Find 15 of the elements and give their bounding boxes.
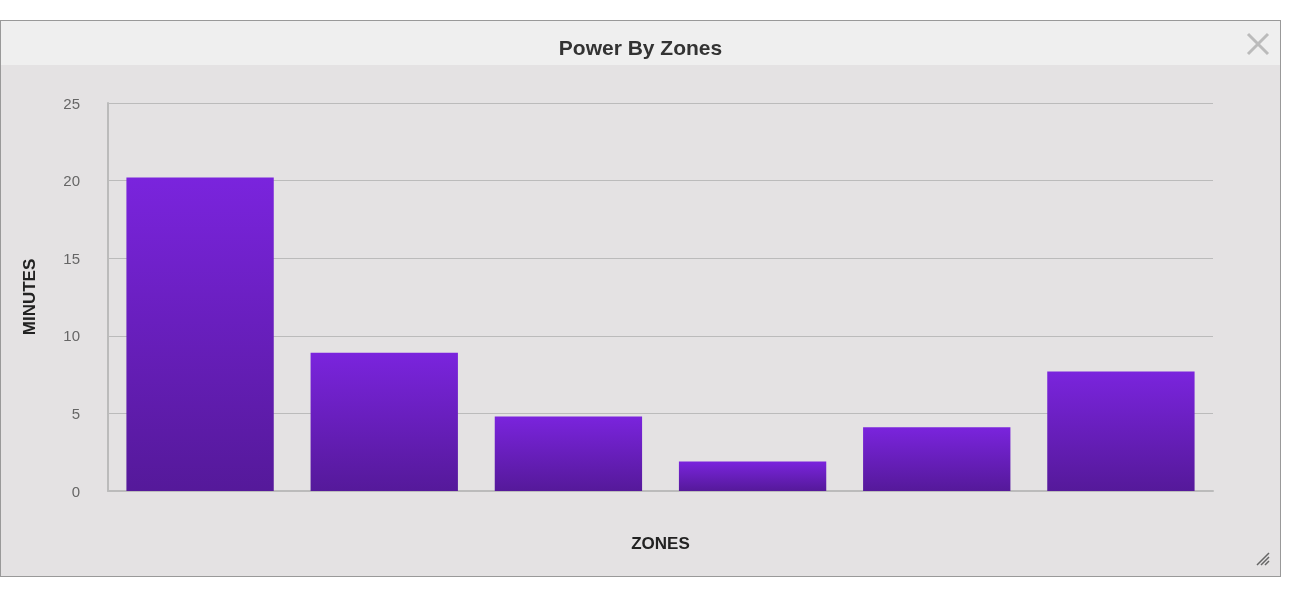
y-axis-title: MINUTES <box>20 258 39 336</box>
bar <box>126 177 274 491</box>
bar <box>678 461 827 491</box>
y-tick-label: 20 <box>63 172 80 190</box>
y-tick-label: 25 <box>63 94 80 112</box>
y-tick-label: 0 <box>71 482 80 500</box>
bar <box>1047 371 1195 491</box>
bar <box>863 427 1011 491</box>
x-axis-title: ZONES <box>631 534 690 553</box>
chart-title: Power By Zones <box>558 36 723 59</box>
bar <box>494 416 643 491</box>
y-tick-label: 15 <box>63 249 80 267</box>
y-tick-label: 5 <box>71 404 80 422</box>
y-tick-label: 10 <box>63 327 80 345</box>
bar <box>310 352 458 491</box>
